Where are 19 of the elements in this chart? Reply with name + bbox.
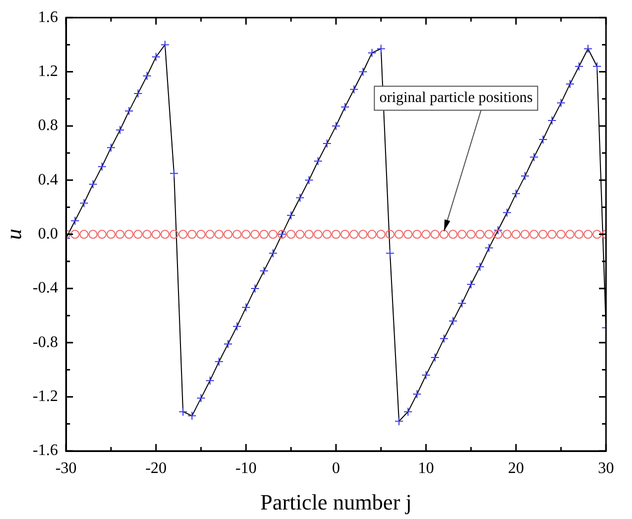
- x-tick-label: 20: [508, 460, 524, 477]
- y-tick-label: 0.0: [38, 226, 58, 243]
- y-tick-label: 1.2: [38, 62, 58, 80]
- y-tick-label: -0.8: [32, 334, 58, 351]
- y-tick-label: 1.6: [38, 8, 58, 26]
- x-tick-label: -20: [145, 460, 167, 477]
- y-tick-label: 0.8: [38, 117, 58, 134]
- y-tick-label: -1.6: [32, 442, 58, 460]
- y-axis-title: u: [0, 228, 26, 240]
- x-tick-label: 30: [598, 460, 614, 477]
- x-axis-title: Particle number j: [260, 490, 412, 515]
- x-tick-label: 10: [418, 460, 434, 477]
- y-tick-label: 0.4: [38, 171, 58, 188]
- y-tick-label: -1.2: [32, 388, 58, 406]
- annotation: original particle positions: [379, 90, 533, 106]
- x-tick-label: 0: [332, 460, 340, 477]
- x-tick-label: -30: [55, 460, 77, 477]
- y-tick-label: -0.4: [32, 280, 58, 297]
- x-tick-label: -10: [235, 460, 257, 477]
